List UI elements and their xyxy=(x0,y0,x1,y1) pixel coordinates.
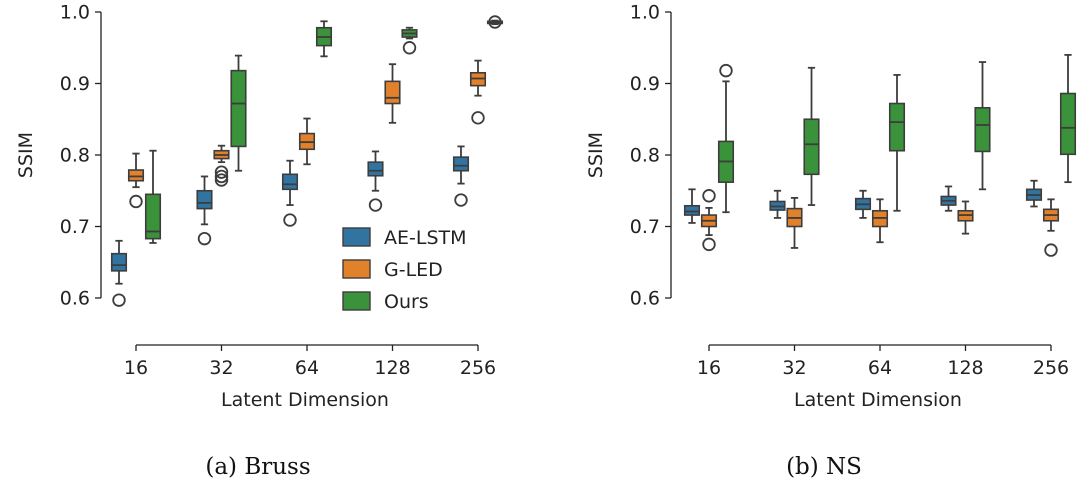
box-iqr xyxy=(452,156,470,172)
box-iqr xyxy=(683,204,701,216)
outlier-point xyxy=(214,165,229,179)
box-ae-lstm-64 xyxy=(281,159,299,227)
box-iqr xyxy=(803,118,820,176)
box-ours-64 xyxy=(315,20,333,58)
y-tick-label: 0.9 xyxy=(630,73,660,95)
y-axis-label: SSIM xyxy=(585,132,607,178)
y-tick-label: 0.7 xyxy=(60,216,90,238)
box-iqr xyxy=(230,69,247,148)
x-tick-label: 16 xyxy=(697,357,721,379)
box-iqr xyxy=(127,169,145,182)
x-tick-label: 128 xyxy=(947,357,983,379)
box-ae-lstm-256 xyxy=(1025,179,1043,208)
box-iqr xyxy=(281,173,299,191)
box-g-led-16 xyxy=(127,152,145,209)
x-tick-label: 32 xyxy=(782,357,806,379)
x-tick-label: 32 xyxy=(209,357,233,379)
box-ours-16 xyxy=(717,63,735,214)
y-tick-label: 0.6 xyxy=(630,288,660,310)
box-iqr xyxy=(974,107,991,153)
box-iqr xyxy=(367,161,384,177)
box-ae-lstm-256 xyxy=(452,145,470,207)
legend-label-g-led: G-LED xyxy=(384,259,443,281)
box-g-led-64 xyxy=(871,198,889,244)
x-tick-label: 64 xyxy=(868,357,892,379)
box-g-led-256 xyxy=(469,59,487,125)
outlier-point xyxy=(402,41,417,55)
box-ours-256 xyxy=(486,15,504,29)
box-g-led-32 xyxy=(213,144,230,187)
outlier-point xyxy=(702,237,716,252)
x-tick-label: 256 xyxy=(460,357,496,379)
panel-bruss: 0.6 0.7 0.8 0.9 1.0 SSIM 16 32 64 128 256 Latent Di… xyxy=(15,2,504,480)
y-tick-label: 0.8 xyxy=(60,145,90,167)
outlier-point xyxy=(214,173,229,187)
box-ours-32 xyxy=(803,66,820,206)
outlier-point xyxy=(719,63,733,78)
outlier-point xyxy=(129,194,143,209)
box-iqr xyxy=(144,193,162,240)
x-tick-label: 16 xyxy=(124,357,148,379)
box-g-led-64 xyxy=(298,117,316,166)
box-ae-lstm-16 xyxy=(110,239,128,307)
y-axis-label: SSIM xyxy=(15,132,37,178)
y-tick-label: 0.8 xyxy=(630,145,660,167)
y-tick-label: 0.9 xyxy=(60,73,90,95)
panel-caption: (b) NS xyxy=(786,454,862,480)
box-ours-16 xyxy=(144,149,162,244)
box-iqr xyxy=(110,252,128,272)
box-ours-32 xyxy=(230,54,247,172)
box-ae-lstm-128 xyxy=(367,150,384,212)
box-ae-lstm-64 xyxy=(854,189,872,219)
outlier-point xyxy=(368,198,383,212)
outlier-point xyxy=(214,169,229,184)
legend: AE-LSTM G-LED Ours xyxy=(342,227,467,313)
box-iqr xyxy=(1059,92,1077,156)
outlier-point xyxy=(471,111,485,125)
box-g-led-128 xyxy=(957,200,974,235)
panel-ns: 0.6 0.7 0.8 0.9 1.0 SSIM 16 32 64 128 256 Latent Di… xyxy=(585,2,1077,480)
legend-label-ae-lstm: AE-LSTM xyxy=(384,227,467,249)
x-tick-label: 256 xyxy=(1033,357,1069,379)
x-tick-label: 128 xyxy=(374,357,410,379)
box-g-led-128 xyxy=(384,63,401,124)
y-tick-label: 0.7 xyxy=(630,216,660,238)
outlier-point xyxy=(1044,243,1058,257)
y-tick-label: 1.0 xyxy=(630,2,660,24)
box-g-led-256 xyxy=(1042,198,1060,257)
box-ae-lstm-16 xyxy=(683,188,701,224)
legend-label-ours: Ours xyxy=(384,291,429,313)
box-ae-lstm-128 xyxy=(940,185,957,212)
outlier-point xyxy=(112,293,126,307)
box-g-led-32 xyxy=(786,196,803,249)
box-ours-128 xyxy=(401,26,418,55)
outlier-point xyxy=(702,189,716,203)
outlier-point xyxy=(197,231,212,246)
box-g-led-16 xyxy=(700,189,718,252)
box-ours-256 xyxy=(1059,54,1077,184)
box-ae-lstm-32 xyxy=(769,189,786,219)
box-ours-128 xyxy=(974,61,991,191)
legend-swatch-ae-lstm xyxy=(342,227,371,247)
box-iqr xyxy=(888,102,906,152)
outlier-point xyxy=(488,15,502,29)
legend-swatch-ours xyxy=(342,291,371,311)
outlier-point xyxy=(454,193,468,207)
y-tick-label: 0.6 xyxy=(60,288,90,310)
panel-caption: (a) Bruss xyxy=(205,454,310,480)
outlier-point xyxy=(283,213,297,227)
x-tick-label: 64 xyxy=(295,357,319,379)
box-ours-64 xyxy=(888,74,906,212)
box-ae-lstm-32 xyxy=(196,175,213,246)
y-tick-label: 1.0 xyxy=(60,2,90,24)
box-iqr xyxy=(196,189,213,210)
box-iqr xyxy=(384,80,401,105)
x-axis-label: Latent Dimension xyxy=(221,389,389,411)
x-axis-label: Latent Dimension xyxy=(794,389,962,411)
legend-swatch-g-led xyxy=(342,259,371,279)
